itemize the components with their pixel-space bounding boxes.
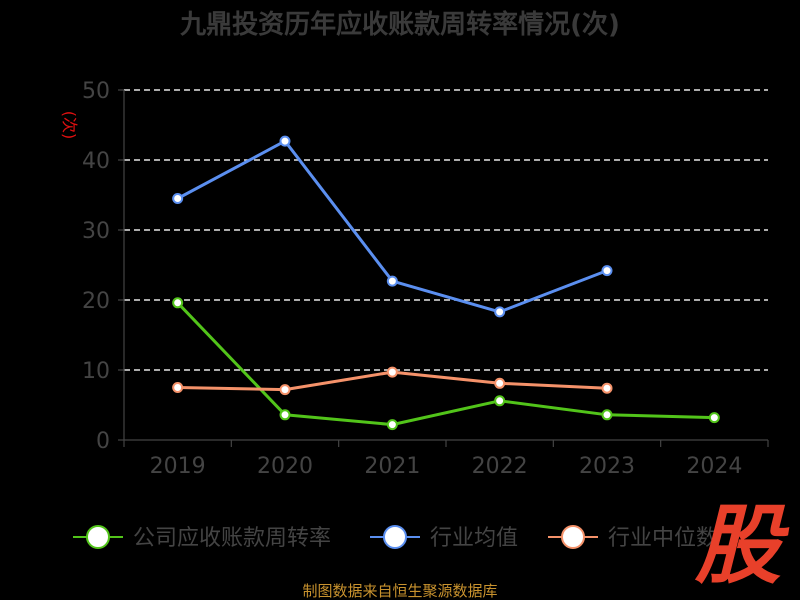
legend-item-0[interactable]: 公司应收账款周转率	[73, 525, 331, 551]
y-tick-label: 30	[82, 219, 110, 244]
legend-label: 行业中位数	[608, 526, 718, 551]
data-point[interactable]	[279, 384, 291, 396]
legend-marker	[86, 525, 110, 549]
data-point[interactable]	[601, 409, 613, 421]
data-point[interactable]	[494, 306, 506, 318]
legend-label: 行业均值	[430, 526, 518, 551]
x-tick-label: 2024	[686, 454, 742, 479]
data-point[interactable]	[494, 395, 506, 407]
x-tick-label: 2020	[257, 454, 313, 479]
y-axis-unit: (次)	[60, 111, 79, 140]
series-2	[172, 366, 613, 396]
y-tick-label: 20	[82, 289, 110, 314]
legend-item-2[interactable]: 行业中位数	[548, 525, 718, 551]
series-1	[172, 135, 613, 318]
x-tick-label: 2021	[364, 454, 420, 479]
data-point[interactable]	[494, 377, 506, 389]
x-tick-label: 2023	[579, 454, 635, 479]
grid-lines	[124, 89, 768, 371]
data-point[interactable]	[172, 297, 184, 309]
y-tick-label: 0	[96, 429, 110, 454]
data-point[interactable]	[279, 135, 291, 147]
axes: 0 10 20 30 40 50 2019 2020 2021 2022 2023 2024	[82, 79, 769, 479]
data-point[interactable]	[386, 366, 398, 378]
y-tick-label: 50	[82, 79, 110, 104]
legend-marker	[561, 525, 585, 549]
logo: 股	[694, 496, 790, 596]
y-tick-label: 40	[82, 149, 110, 174]
x-tick-label: 2022	[472, 454, 528, 479]
data-point[interactable]	[601, 265, 613, 277]
data-point[interactable]	[601, 382, 613, 394]
legend-marker	[383, 525, 407, 549]
legend-item-1[interactable]: 行业均值	[370, 525, 518, 551]
series-line	[176, 301, 715, 427]
data-point[interactable]	[386, 419, 398, 431]
data-point[interactable]	[172, 193, 184, 204]
x-tick-label: 2019	[150, 454, 206, 479]
legend[interactable]: 公司应收账款周转率 行业均值 行业中位数	[73, 525, 718, 551]
data-point[interactable]	[386, 275, 398, 287]
source-note: 制图数据来自恒生聚源数据库	[302, 582, 497, 600]
y-tick-label: 10	[82, 359, 110, 384]
series-lines	[172, 135, 720, 431]
data-point[interactable]	[172, 382, 184, 393]
chart-title: 九鼎投资历年应收账款周转率情况(次)	[179, 9, 620, 40]
legend-label: 公司应收账款周转率	[133, 526, 331, 551]
data-point[interactable]	[279, 409, 291, 421]
data-point[interactable]	[708, 412, 720, 424]
series-0	[172, 297, 720, 431]
